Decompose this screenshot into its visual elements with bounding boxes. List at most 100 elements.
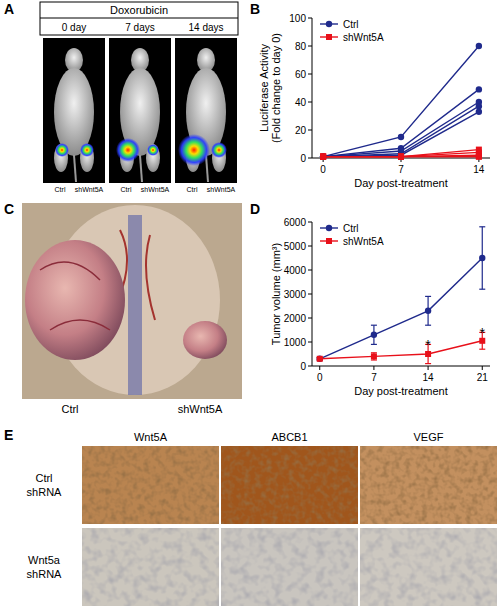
y-tick [308,130,312,131]
series-line [323,46,479,157]
error-bar [479,227,485,289]
luminescence [211,142,227,158]
marker [320,154,326,160]
mouse-body [54,68,94,156]
marker [317,356,323,362]
y-tick [308,74,312,75]
error-bar [371,325,377,344]
marker [320,153,326,159]
ihc-image [360,446,497,524]
marker [398,154,404,160]
panel-label: B [250,1,260,17]
y-tick-label: 1000 [284,337,307,348]
marker [320,153,326,159]
y-tick-label: 6000 [284,217,307,228]
plot-area [320,43,482,160]
marker [476,43,482,49]
column-label: ABCB1 [271,431,307,443]
annotation: * [480,325,486,341]
legend-label: Ctrl [343,223,359,234]
error-cap [425,325,431,326]
mouse-label: Ctrl [55,186,66,193]
marker [371,332,377,338]
mouse-leg [146,144,160,172]
x-tick-label: 0 [320,164,326,175]
luminescence [80,143,94,157]
column-label: 7 days [125,22,154,33]
x-tick [319,366,320,370]
marker [398,154,404,160]
legend-label: Ctrl [343,19,359,30]
mouse-leg [54,144,68,172]
marker [398,154,404,160]
ihc-texture [221,446,358,524]
series-line [323,102,479,157]
mouse-label: shWnt5A [75,186,104,193]
ihc-image [82,446,219,524]
annotation: * [425,337,431,353]
marker [326,238,332,244]
x-tick-label: 7 [398,164,404,175]
marker [476,154,482,160]
marker [398,134,404,140]
photo-label: shWnt5A [178,403,223,415]
marker [371,353,377,359]
mouse-label: Ctrl [187,186,198,193]
abdomen [128,215,142,395]
mouse-tail [140,155,142,182]
column-label: Wnt5A [134,431,168,443]
error-cap [425,296,431,297]
marker [425,308,431,314]
ihc-texture [82,528,219,606]
error-cap [479,289,485,290]
y-tick-label: 60 [295,69,307,80]
column-label: 0 day [62,22,86,33]
marker [476,109,482,115]
tumor-photo [22,203,242,399]
shwnt5a-tumor [183,321,227,359]
marker [479,255,485,261]
series-line [320,258,483,359]
y-tick [308,270,312,271]
mouse-label: shWnt5A [207,186,236,193]
header: Doxorubicin [110,4,168,16]
legend-label: shWnt5A [343,32,384,43]
marker [398,154,404,160]
error-bar [425,296,431,325]
ihc-image [360,528,497,606]
error-cap [371,359,377,360]
ihc-texture [82,446,219,524]
marker [320,153,326,159]
x-axis [312,366,490,367]
row-label: Wnt5a [28,554,61,566]
ihc-texture [360,528,497,606]
y-tick-label: 4000 [284,265,307,276]
x-tick-label: 21 [477,372,489,383]
x-axis-label: Day post-treatment [354,385,448,397]
y-tick-label: 3000 [284,289,307,300]
marker [476,103,482,109]
marker [476,154,482,160]
column-label: VEGF [414,431,444,443]
y-tick [308,342,312,343]
ihc-image [221,528,358,606]
marker [320,154,326,160]
header-divider [40,18,238,19]
marker [476,86,482,92]
marker [320,153,326,159]
column-label: 14 days [188,22,223,33]
error-cap [425,363,431,364]
x-tick [428,366,429,370]
luminescence [178,134,210,166]
error-bar [371,353,377,360]
y-axis-label: (Fold change to day 0) [270,33,282,143]
series-line [320,341,483,359]
y-tick [308,158,312,159]
y-tick-label: 20 [295,125,307,136]
mouse-tail [74,155,76,182]
y-axis [312,18,313,158]
y-tick [308,366,312,367]
y-tick [308,246,312,247]
x-tick-label: 7 [371,372,377,383]
error-cap [479,349,485,350]
